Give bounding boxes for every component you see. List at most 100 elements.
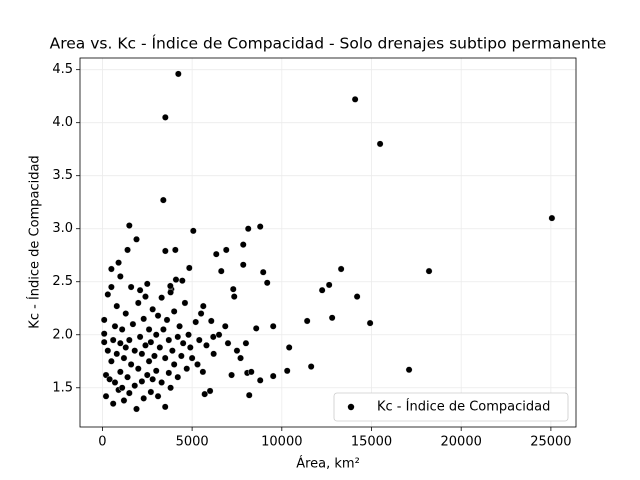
point <box>171 246 179 254</box>
point <box>133 405 140 413</box>
point <box>188 354 196 362</box>
point <box>353 293 361 300</box>
x-tick-label: 5000 <box>176 435 209 450</box>
point <box>176 322 183 330</box>
point <box>245 391 253 399</box>
x-tick-label: 0 <box>98 435 106 450</box>
point <box>233 347 241 355</box>
point <box>136 333 144 341</box>
point <box>142 293 149 300</box>
point <box>185 264 193 272</box>
point <box>138 378 146 385</box>
point <box>229 285 237 293</box>
point <box>100 330 108 338</box>
point <box>147 338 155 346</box>
point <box>239 241 247 249</box>
point <box>131 382 139 390</box>
point <box>159 196 167 204</box>
point <box>239 261 247 269</box>
point <box>104 347 112 355</box>
legend-box <box>333 392 569 422</box>
point <box>107 357 115 365</box>
point <box>269 322 277 330</box>
point <box>143 371 151 379</box>
point <box>303 317 311 325</box>
point <box>143 280 151 288</box>
point <box>168 347 176 355</box>
point <box>189 227 197 235</box>
point <box>116 339 124 347</box>
point <box>212 250 220 258</box>
point <box>122 310 130 317</box>
point <box>209 333 217 341</box>
point <box>165 336 173 344</box>
point <box>158 379 166 386</box>
point <box>283 367 291 375</box>
point <box>131 347 139 355</box>
point <box>134 299 142 307</box>
x-tick-label: 10000 <box>261 435 302 450</box>
point <box>160 326 167 333</box>
point <box>207 317 215 325</box>
point <box>166 282 174 290</box>
point <box>228 371 235 379</box>
point <box>242 339 250 347</box>
point <box>167 384 174 392</box>
point <box>109 336 117 344</box>
point <box>154 392 162 400</box>
point <box>118 326 126 333</box>
x-tick-label: 20000 <box>441 435 482 450</box>
point <box>111 322 119 330</box>
point <box>199 368 207 376</box>
point <box>199 302 207 310</box>
point <box>163 316 171 324</box>
point <box>149 305 157 313</box>
point <box>177 352 185 360</box>
point <box>221 322 229 330</box>
point <box>106 375 113 383</box>
point <box>307 363 315 370</box>
point <box>181 299 189 307</box>
y-tick-label: 4.5 <box>52 62 73 77</box>
point <box>185 331 192 339</box>
point <box>269 372 277 380</box>
point <box>161 354 169 362</box>
point <box>140 315 148 323</box>
point <box>107 265 115 273</box>
point <box>113 302 121 310</box>
point <box>247 368 255 376</box>
point <box>104 291 112 298</box>
point <box>174 333 182 341</box>
point <box>100 338 108 346</box>
point <box>124 246 131 254</box>
point <box>174 70 182 78</box>
point <box>197 310 205 317</box>
point <box>548 214 556 222</box>
point <box>325 281 333 289</box>
point <box>172 276 180 284</box>
point <box>158 294 166 302</box>
point <box>127 361 135 368</box>
x-tick-label: 15000 <box>351 435 392 450</box>
point <box>140 394 148 402</box>
point <box>161 403 169 411</box>
point <box>337 265 345 273</box>
point <box>129 320 137 328</box>
point <box>178 277 186 285</box>
point <box>256 376 264 384</box>
point <box>328 314 336 322</box>
point <box>149 375 157 383</box>
point <box>142 341 149 349</box>
point <box>125 389 133 397</box>
point <box>147 388 155 396</box>
point <box>116 273 124 280</box>
x-axis-label: Área, km² <box>296 456 360 472</box>
point <box>134 365 142 373</box>
point <box>252 324 260 332</box>
point <box>174 373 182 381</box>
point <box>285 344 293 351</box>
point <box>263 279 271 287</box>
point <box>230 293 238 300</box>
point <box>206 387 214 395</box>
